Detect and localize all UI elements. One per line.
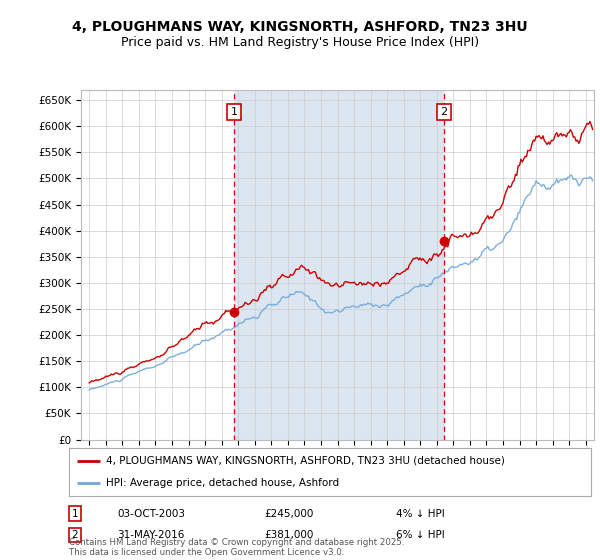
Text: £381,000: £381,000 [264,530,313,540]
Text: £245,000: £245,000 [264,508,313,519]
Text: HPI: Average price, detached house, Ashford: HPI: Average price, detached house, Ashf… [106,478,338,488]
Text: 2: 2 [71,530,79,540]
Text: 4, PLOUGHMANS WAY, KINGSNORTH, ASHFORD, TN23 3HU: 4, PLOUGHMANS WAY, KINGSNORTH, ASHFORD, … [72,20,528,34]
Bar [234,90,444,440]
Text: 2: 2 [440,107,448,117]
Text: Contains HM Land Registry data © Crown copyright and database right 2025.
This d: Contains HM Land Registry data © Crown c… [69,538,404,557]
Text: 4% ↓ HPI: 4% ↓ HPI [396,508,445,519]
Text: 1: 1 [71,508,79,519]
Text: 31-MAY-2016: 31-MAY-2016 [117,530,184,540]
Text: 03-OCT-2003: 03-OCT-2003 [117,508,185,519]
Text: 1: 1 [230,107,238,117]
Text: 6% ↓ HPI: 6% ↓ HPI [396,530,445,540]
Text: Price paid vs. HM Land Registry's House Price Index (HPI): Price paid vs. HM Land Registry's House … [121,36,479,49]
Text: 4, PLOUGHMANS WAY, KINGSNORTH, ASHFORD, TN23 3HU (detached house): 4, PLOUGHMANS WAY, KINGSNORTH, ASHFORD, … [106,456,505,466]
